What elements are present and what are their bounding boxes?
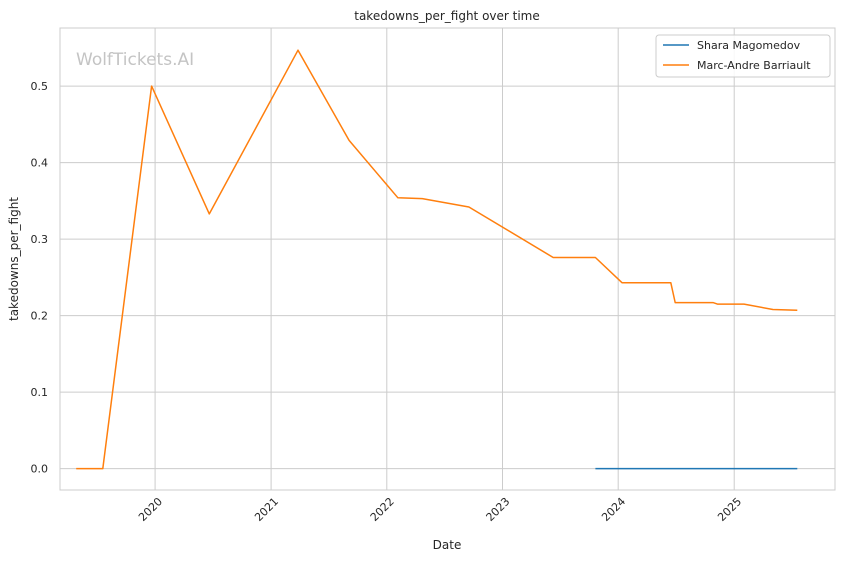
y-axis-ticks: 0.0 0.1 0.2 0.3 0.4 0.5 [31, 80, 49, 475]
x-axis-ticks: 2020 2021 2022 2023 2024 2025 [136, 495, 744, 524]
x-tick-label: 2022 [368, 495, 397, 524]
series-line [76, 49, 798, 470]
x-tick-label: 2020 [136, 495, 165, 524]
y-tick-label: 0.4 [31, 157, 49, 170]
y-tick-label: 0.2 [31, 310, 49, 323]
chart-title: takedowns_per_fight over time [354, 9, 540, 23]
y-tick-label: 0.0 [31, 463, 49, 476]
series-layer [76, 49, 798, 470]
x-tick-label: 2021 [252, 495, 281, 524]
legend-label: Shara Magomedov [697, 39, 801, 52]
legend: Shara Magomedov Marc-Andre Barriault [655, 34, 831, 78]
x-tick-label: 2023 [484, 495, 513, 524]
x-tick-label: 2025 [715, 495, 744, 524]
x-axis-title: Date [433, 538, 462, 552]
legend-box [655, 34, 831, 78]
watermark-text: WolfTickets.AI [76, 50, 194, 70]
x-tick-label: 2024 [599, 495, 628, 524]
grid-layer [60, 28, 835, 490]
y-tick-label: 0.5 [31, 80, 49, 93]
plot-frame [59, 27, 836, 491]
legend-label: Marc-Andre Barriault [697, 59, 811, 72]
y-tick-label: 0.3 [31, 233, 49, 246]
y-tick-label: 0.1 [31, 386, 49, 399]
y-axis-title: takedowns_per_fight [7, 197, 21, 321]
